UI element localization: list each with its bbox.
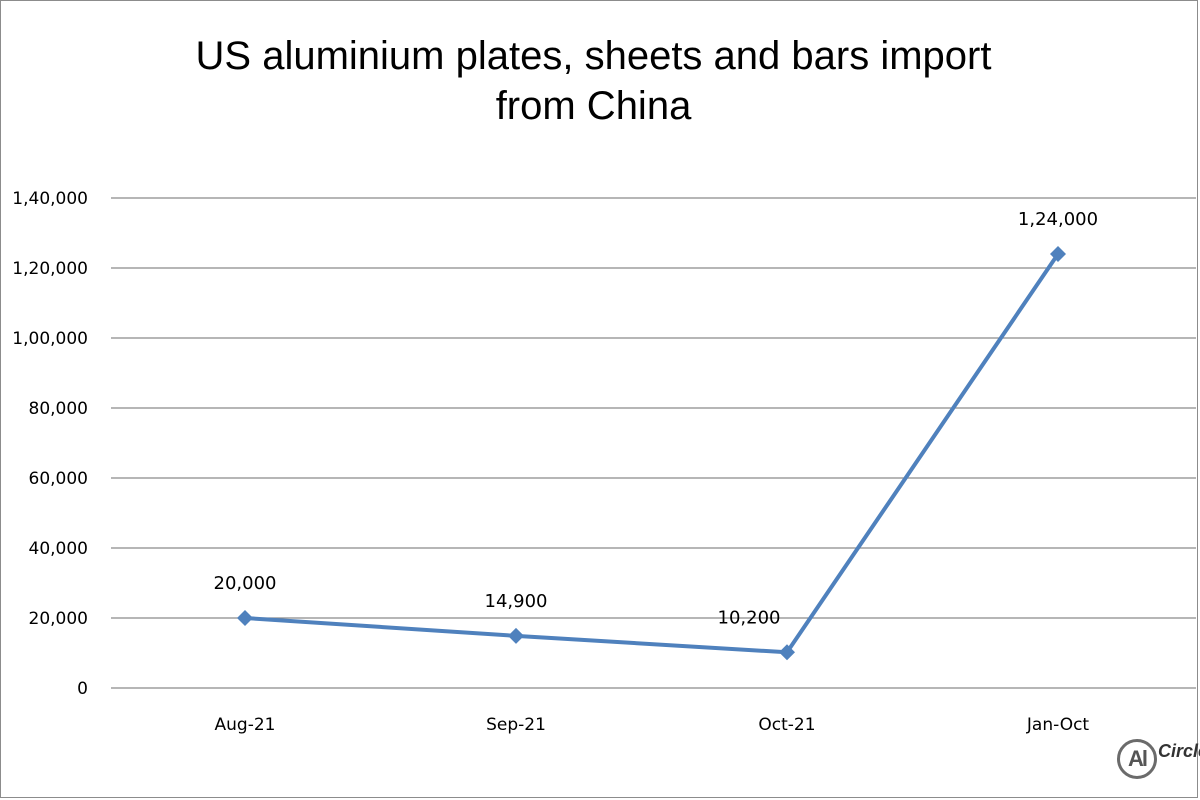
series-line [244, 252, 1060, 655]
data-point-aug-21 [237, 610, 253, 626]
x-axis-ticks: Aug-21 Sep-21 Oct-21 Jan-Oct [215, 715, 1090, 735]
data-point-oct-21 [779, 644, 795, 661]
y-tick-label: 1,40,000 [12, 189, 88, 209]
chart-title-line-1: US aluminium plates, sheets and bars imp… [195, 34, 992, 78]
gridlines [111, 197, 1196, 689]
alcircle-logo: Al Circle [1117, 739, 1200, 789]
x-tick-label: Jan-Oct [1026, 715, 1090, 735]
y-tick-label: 80,000 [29, 399, 88, 419]
data-point-jan-oct [1050, 246, 1066, 262]
data-point-sep-21 [508, 627, 524, 644]
y-axis-ticks: 0 20,000 40,000 60,000 80,000 1,00,000 1,20,00… [12, 189, 88, 699]
chart-title-line-2: from China [495, 84, 692, 128]
data-label: 20,000 [214, 573, 277, 594]
data-labels: 20,000 14,900 10,200 1,24,000 [214, 209, 1099, 628]
chart-title: US aluminium plates, sheets and bars imp… [1, 31, 1186, 131]
x-tick-label: Sep-21 [486, 715, 546, 735]
y-tick-label: 40,000 [29, 539, 88, 559]
y-tick-label: 20,000 [29, 609, 88, 629]
y-tick-label: 1,00,000 [12, 329, 88, 349]
logo-mark: Al [1117, 739, 1157, 779]
x-tick-label: Aug-21 [215, 715, 276, 735]
series-markers [237, 246, 1066, 661]
y-tick-label: 60,000 [29, 469, 88, 489]
series-line-group [244, 252, 1060, 655]
data-label: 14,900 [485, 591, 548, 612]
x-tick-label: Oct-21 [758, 715, 815, 735]
data-label: 1,24,000 [1018, 209, 1098, 230]
y-tick-label: 0 [77, 679, 88, 699]
y-tick-label: 1,20,000 [12, 259, 88, 279]
logo-text: Circle [1158, 741, 1200, 761]
data-label: 10,200 [718, 607, 781, 628]
